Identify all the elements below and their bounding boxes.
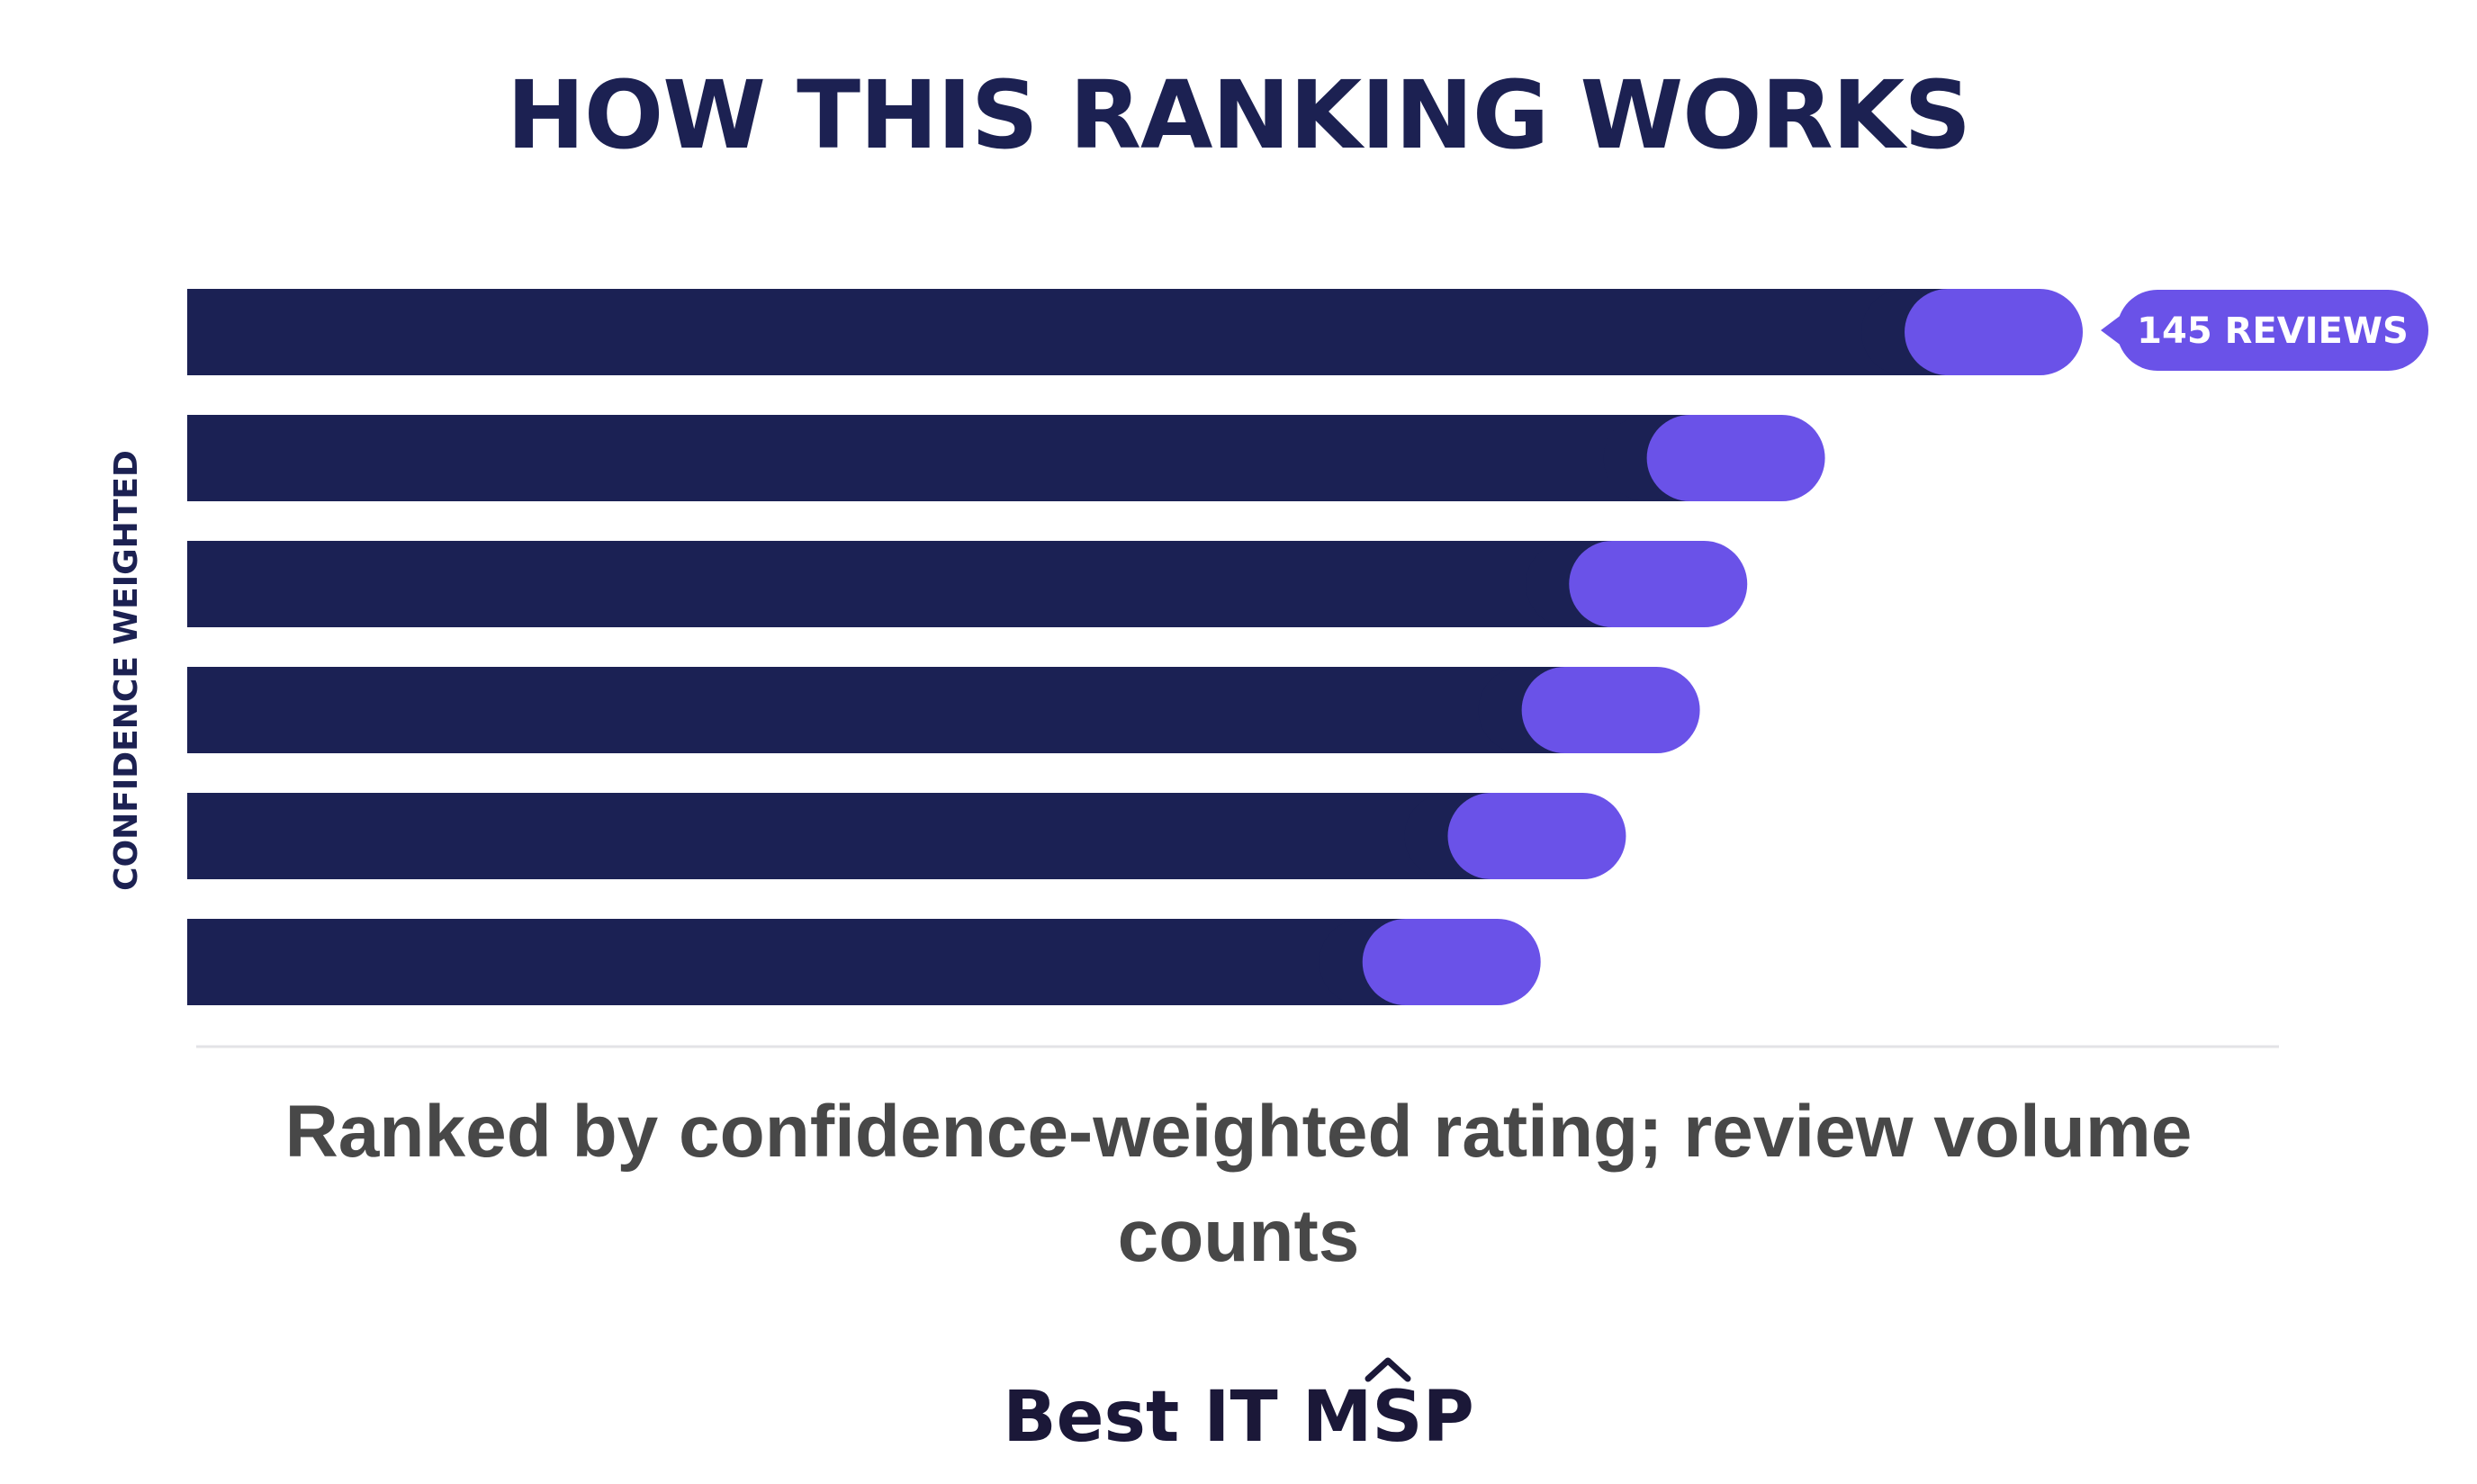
bar-tip-4 (1521, 667, 1700, 753)
brand-prefix: Best IT (1003, 1377, 1302, 1458)
callout-pointer-1 (2101, 314, 2122, 346)
bar-tip-6 (1362, 919, 1541, 1005)
bar-tip-1 (1905, 289, 2083, 375)
bar-5 (187, 793, 1583, 879)
chart-title: HOW THIS RANKING WORKS (506, 60, 1971, 170)
brand-logo: Best IT MSP (0, 1357, 2477, 1467)
callout-label-1: 145 REVIEWS (2137, 310, 2409, 352)
brand-mark-text: MSP (1302, 1377, 1474, 1458)
brand-mark: MSP (1302, 1357, 1474, 1467)
caret-up-icon (1365, 1357, 1411, 1382)
chart-caption: Ranked by confidence-weighted rating; re… (284, 1091, 2193, 1277)
bar-4 (187, 667, 1657, 753)
bar-tip-2 (1646, 415, 1825, 501)
bar-tip-5 (1447, 793, 1626, 879)
annotations-group: 145 REVIEWS (2101, 290, 2428, 371)
bar-chart: CONFIDENCE WEIGHTED 145 REVIEWS (108, 289, 2428, 1048)
bar-1 (187, 289, 2040, 375)
bar-tip-3 (1569, 541, 1748, 627)
callout-pill-1 (2117, 290, 2428, 371)
bar-2 (187, 415, 1782, 501)
bar-3 (187, 541, 1705, 627)
y-axis-label: CONFIDENCE WEIGHTED (108, 450, 145, 891)
bars-group (187, 289, 2083, 1005)
bar-6 (187, 919, 1498, 1005)
